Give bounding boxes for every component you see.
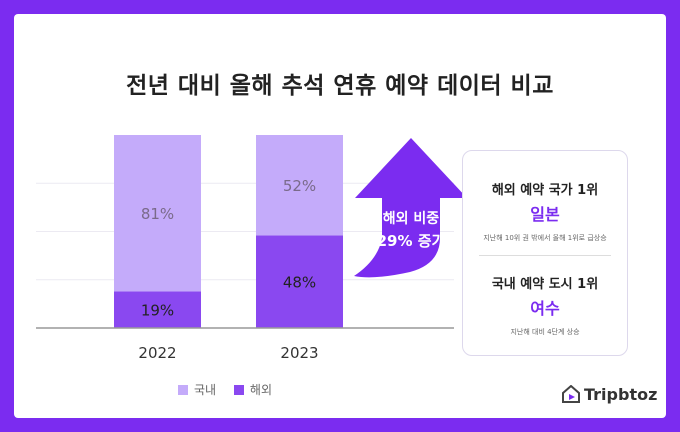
bar-domestic-2023 [256,135,343,236]
legend-label-domestic: 국내 [194,383,217,397]
bar-chart: 19% 81% 2022 48% 52% 2023 [36,135,454,362]
increase-label-line2: 29% 증가 [376,232,446,250]
legend-swatch-overseas [233,385,244,395]
data-label-domestic-2022: 81% [141,205,174,223]
legend-label-overseas: 해외 [249,383,273,397]
legend-item-domestic: 국내 [178,381,216,398]
info-section-domestic: 국내 예약 도시 1위 여수 지난해 대비 4단계 상승 [463,273,627,337]
info-note-domestic: 지난해 대비 4단계 상승 [510,328,580,336]
brand-logo: Tripbtoz [562,385,657,404]
data-label-overseas-2023: 48% [283,274,316,292]
increase-label-line1: 해외 비중 [382,211,440,227]
brand-name: Tripbtoz [584,385,658,404]
increase-arrow-icon [354,138,467,278]
legend-item-overseas: 해외 [233,381,273,398]
data-label-domestic-2023: 52% [283,177,316,195]
info-heading-overseas: 해외 예약 국가 1위 [491,183,599,198]
info-heading-domestic: 국내 예약 도시 1위 [491,277,599,292]
increase-label: 해외 비중 29% 증가 [352,208,470,252]
x-tick-label-2022: 2022 [138,344,176,362]
x-tick-label-2023: 2023 [280,344,318,362]
bar-overseas-2023 [256,235,343,328]
data-label-overseas-2022: 19% [141,302,174,320]
info-value-domestic: 여수 [530,299,560,318]
tripbtoz-logo-icon [562,385,580,403]
bar-overseas-2022 [114,291,201,328]
legend: 국내 해외 [178,381,286,398]
info-divider [479,255,611,256]
chart-title: 전년 대비 올해 추석 연휴 예약 데이터 비교 [126,73,554,99]
info-section-overseas: 해외 예약 국가 1위 일본 지난해 10위 권 밖에서 올해 1위로 급상승 [463,179,627,243]
info-note-overseas: 지난해 10위 권 밖에서 올해 1위로 급상승 [483,234,607,242]
card: 전년 대비 올해 추석 연휴 예약 데이터 비교 19% 81% 2022 48% 52… [14,14,666,418]
info-value-overseas: 일본 [530,205,560,224]
bar-domestic-2022 [114,135,201,292]
legend-swatch-domestic [178,385,188,395]
info-box: 해외 예약 국가 1위 일본 지난해 10위 권 밖에서 올해 1위로 급상승 … [462,150,628,356]
